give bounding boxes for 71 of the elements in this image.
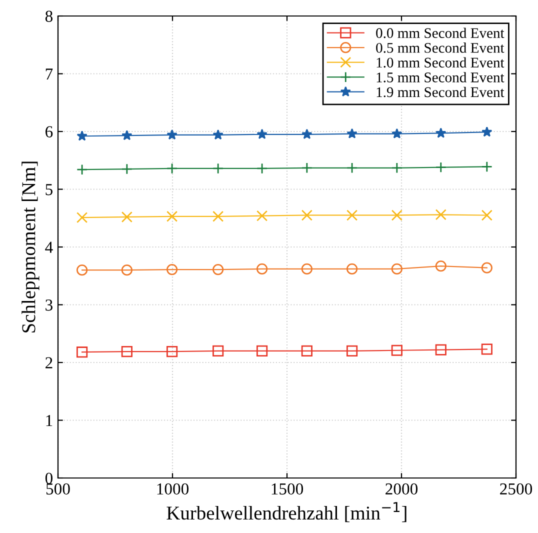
point: [481, 210, 492, 221]
point: [481, 262, 492, 274]
point: [166, 264, 178, 276]
point: [346, 345, 358, 357]
point: [391, 162, 402, 174]
y-tick-label: 1: [46, 415, 52, 426]
point: [346, 162, 358, 174]
x-tick-label: 1500: [272, 483, 304, 495]
legend-label: 0.5 mm Second Event: [376, 42, 504, 53]
point: [212, 264, 224, 276]
point: [301, 345, 312, 357]
point: [392, 128, 402, 138]
point: [121, 211, 132, 223]
point: [76, 130, 88, 141]
point: [482, 126, 492, 137]
point: [481, 161, 492, 172]
point: [121, 264, 132, 276]
x-tick-label: 2000: [386, 483, 418, 495]
y-tick-label: 6: [46, 126, 53, 138]
y-tick-label: 8: [45, 10, 53, 22]
point: [435, 260, 446, 272]
point: [166, 162, 178, 174]
point: [212, 129, 224, 140]
point: [122, 130, 132, 140]
point: [302, 128, 312, 140]
point: [436, 128, 446, 138]
point: [391, 263, 402, 274]
point: [166, 129, 178, 140]
x-tick-label: 1000: [157, 483, 189, 495]
legend-label: 1.5 mm Second Event: [376, 72, 504, 82]
point: [212, 162, 224, 174]
point: [256, 128, 268, 140]
y-tick-label: 2: [46, 357, 52, 368]
point: [212, 210, 224, 222]
point: [346, 128, 358, 138]
point: [301, 210, 312, 221]
y-tick-label: 3: [46, 299, 52, 311]
legend-label: 1.0 mm Second Event: [376, 57, 504, 68]
point: [301, 162, 312, 174]
point: [256, 162, 268, 174]
x-tick-label: 500: [46, 483, 70, 495]
point: [256, 263, 268, 274]
point: [212, 345, 224, 357]
y-tick-label: 0: [45, 472, 53, 484]
legend-label: 1.9 mm Second Event: [376, 86, 504, 98]
point: [76, 264, 88, 276]
y-tick-label: 5: [46, 184, 52, 196]
y-axis-title: Schleppmoment [Nm]: [22, 162, 40, 332]
point: [481, 344, 492, 355]
point: [121, 163, 132, 175]
point: [391, 344, 402, 356]
point: [391, 210, 402, 221]
point: [121, 346, 132, 358]
point: [166, 210, 178, 222]
point: [166, 346, 178, 358]
point: [346, 263, 358, 274]
point: [346, 210, 358, 221]
point: [301, 263, 312, 274]
legend-label: 0.0 mm Second Event: [376, 28, 504, 38]
point: [435, 344, 446, 356]
point: [256, 210, 268, 222]
x-tick-label: 2500: [500, 483, 532, 495]
point: [76, 346, 88, 358]
x-axis-title: Kurbelwellendrehzahl [min$^{−1}$]: [166, 502, 406, 522]
point: [435, 209, 446, 220]
point: [435, 162, 446, 173]
point: [76, 164, 88, 176]
point: [76, 212, 88, 224]
y-tick-label: 4: [45, 242, 53, 253]
point: [256, 345, 268, 357]
y-tick-label: 7: [46, 68, 53, 80]
